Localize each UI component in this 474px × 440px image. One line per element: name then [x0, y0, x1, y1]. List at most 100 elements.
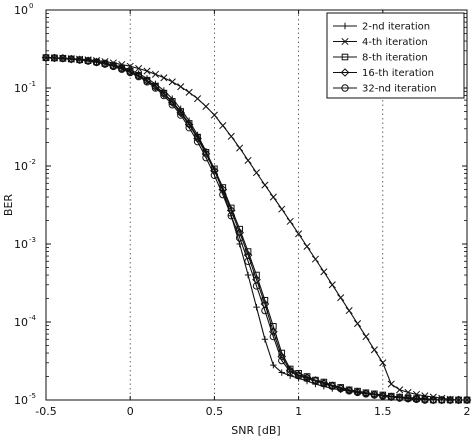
data-point-circle: [151, 84, 160, 92]
data-point-circle: [320, 379, 328, 388]
data-point-circle: [193, 137, 202, 146]
data-point-cross: [286, 217, 294, 225]
legend-label: 32-nd iteration: [362, 84, 436, 95]
data-point-circle: [109, 62, 118, 71]
y-tick-exponent: -5: [29, 392, 36, 400]
data-point-cross: [353, 320, 362, 328]
data-point-cross: [320, 268, 328, 276]
data-point-circle: [67, 55, 75, 63]
data-point-cross: [244, 156, 252, 164]
data-point-cross: [345, 307, 353, 315]
plot-frame: [45, 9, 468, 401]
x-axis-label: SNR [dB]: [231, 424, 280, 437]
data-point-circle: [303, 374, 311, 382]
y-tick-label: 10: [14, 238, 28, 251]
y-tick-exponent: 0: [29, 2, 33, 10]
data-point-circle: [50, 54, 59, 62]
y-tick-exponent: -2: [29, 158, 36, 166]
y-tick-exponent: -4: [29, 314, 37, 322]
data-point-cross: [295, 230, 303, 238]
data-point-circle: [294, 371, 303, 380]
data-point-plus: [261, 336, 269, 343]
data-point-circle: [311, 377, 320, 385]
data-point-cross: [227, 132, 235, 140]
data-point-circle: [134, 72, 143, 81]
data-point-cross: [396, 386, 404, 394]
data-point-cross: [210, 111, 218, 119]
y-tick-label: 10: [14, 316, 28, 329]
data-point-circle: [412, 395, 421, 404]
data-point-cross: [185, 88, 193, 96]
data-point-circle: [210, 171, 219, 179]
grid: [129, 10, 384, 400]
legend-marker-diamond: [340, 68, 350, 77]
x-tick-label: 1: [295, 405, 302, 418]
x-tick-label: 0: [127, 405, 134, 418]
data-point-cross: [387, 380, 395, 388]
data-point-circle: [84, 57, 92, 65]
data-point-circle: [370, 391, 379, 399]
data-point-circle: [126, 68, 134, 77]
y-axis-label: BER: [2, 194, 15, 216]
legend: 2-nd iteration 4-th iteration 8-th iterati…: [326, 12, 465, 99]
data-point-circle: [395, 394, 404, 402]
legend-entry: 16-th iteration: [333, 68, 434, 79]
data-point-circle: [337, 384, 345, 393]
data-point-circle: [261, 306, 269, 315]
data-point-plus: [244, 271, 252, 279]
data-point-cross: [278, 205, 286, 213]
x-tick-label: -0.5: [35, 405, 56, 418]
legend-label: 2-nd iteration: [362, 22, 430, 33]
data-point-cross: [236, 144, 244, 152]
data-point-cross: [219, 122, 227, 130]
data-point-cross: [337, 294, 345, 302]
x-tick-label: 2: [464, 405, 471, 418]
legend-marker-plus: [341, 22, 349, 30]
data-point-circle: [235, 234, 244, 242]
legend-label: 4-th iteration: [362, 37, 428, 48]
data-point-plus: [270, 361, 277, 369]
legend-marker-cross: [341, 37, 349, 46]
data-point-circle: [219, 190, 227, 199]
data-point-circle: [269, 332, 278, 341]
data-point-circle: [101, 60, 109, 68]
legend-entry: 8-th iteration: [333, 53, 428, 64]
data-point-cross: [370, 346, 378, 354]
data-point-cross: [160, 74, 168, 82]
data-point-cross: [404, 388, 412, 396]
data-point-circle: [353, 388, 362, 397]
data-point-cross: [379, 359, 387, 367]
x-tick-label: 0.5: [206, 405, 224, 418]
data-point-circle: [118, 65, 126, 73]
legend-box: [326, 12, 465, 99]
legend-label: 8-th iteration: [362, 53, 428, 64]
data-point-cross: [362, 333, 370, 341]
data-point-cross: [168, 78, 176, 86]
data-point-circle: [168, 101, 177, 109]
data-point-circle: [328, 382, 336, 390]
legend-entry: 4-th iteration: [333, 37, 428, 48]
legend-entry: 2-nd iteration: [333, 22, 430, 33]
data-point-cross: [311, 255, 319, 263]
data-point-circle: [345, 387, 353, 395]
data-point-circle: [177, 111, 185, 119]
data-point-circle: [227, 212, 235, 220]
data-point-circle: [185, 123, 193, 132]
data-point-cross: [269, 193, 277, 201]
series-group: [41, 53, 472, 405]
data-point-circle: [160, 91, 168, 100]
legend-label: 16-th iteration: [362, 68, 434, 79]
y-tick-label: 10: [14, 4, 28, 17]
data-point-cross: [194, 95, 202, 103]
data-point-cross: [177, 83, 185, 91]
data-point-circle: [404, 394, 412, 403]
data-point-plus: [253, 303, 260, 311]
data-point-circle: [143, 78, 151, 86]
data-point-circle: [59, 54, 67, 63]
data-point-cross: [135, 64, 143, 73]
data-point-cross: [252, 169, 261, 177]
data-point-circle: [244, 257, 252, 266]
data-point-square: [253, 271, 260, 279]
data-point-circle: [202, 153, 210, 162]
